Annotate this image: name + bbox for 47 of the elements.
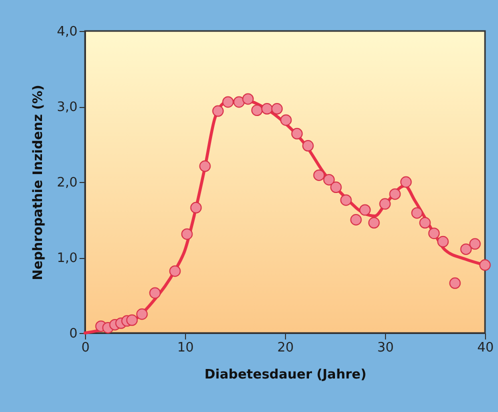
- point: [251, 104, 263, 116]
- point: [199, 160, 211, 172]
- point: [313, 169, 325, 181]
- y-tick-label: 4,0: [56, 24, 78, 40]
- point: [428, 228, 440, 240]
- point: [400, 176, 412, 188]
- x-tick-label: 20: [277, 340, 294, 356]
- point: [323, 174, 335, 186]
- point: [212, 105, 224, 117]
- point: [469, 238, 481, 250]
- point: [126, 314, 138, 326]
- x-tick-label: 30: [377, 340, 394, 356]
- point: [368, 217, 380, 229]
- point: [479, 259, 491, 271]
- point: [190, 202, 202, 214]
- y-tick-label: 1,0: [56, 251, 78, 266]
- x-tick-label: 10: [177, 340, 194, 356]
- point: [136, 308, 148, 320]
- point: [233, 96, 245, 108]
- y-tick-label: 2,0: [56, 176, 78, 190]
- point: [291, 128, 303, 140]
- point: [350, 214, 362, 226]
- point: [437, 236, 449, 248]
- point: [222, 96, 234, 108]
- point: [149, 287, 161, 299]
- point: [460, 243, 472, 255]
- point: [280, 114, 292, 126]
- point: [419, 217, 431, 229]
- y-tick-label: 3,0: [56, 100, 78, 115]
- x-tick-label: 40: [477, 340, 494, 356]
- point: [261, 103, 273, 114]
- point: [302, 140, 314, 152]
- point: [169, 265, 181, 277]
- x-axis-title: Diabetesdauer (Jahre): [204, 368, 366, 382]
- point: [242, 93, 254, 105]
- y-tick-label: 0: [69, 326, 78, 342]
- point: [359, 204, 371, 216]
- point: [181, 228, 193, 240]
- x-tick-label: 0: [81, 340, 90, 356]
- point: [340, 194, 352, 206]
- point: [271, 103, 283, 114]
- point: [330, 182, 342, 194]
- y-axis-title: Nephropathie Inzidenz (%): [30, 84, 46, 280]
- point: [411, 207, 423, 219]
- point: [379, 198, 391, 210]
- point: [389, 188, 401, 200]
- point: [449, 277, 461, 289]
